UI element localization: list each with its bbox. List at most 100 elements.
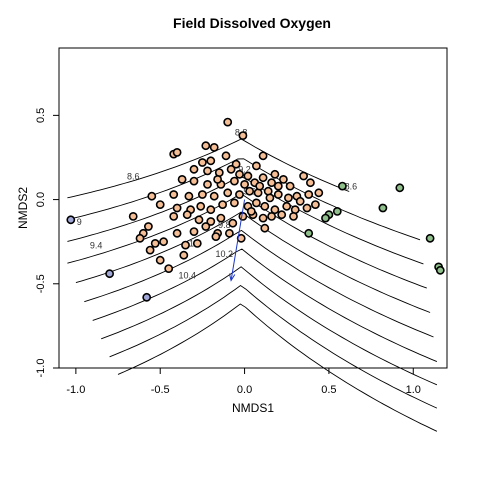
data-point <box>172 203 182 213</box>
data-point <box>66 215 76 225</box>
data-point <box>304 190 314 199</box>
data-point <box>143 222 153 231</box>
data-point <box>228 218 238 228</box>
data-point <box>172 228 182 238</box>
data-point <box>218 200 227 209</box>
data-point <box>169 211 179 221</box>
data-point <box>251 198 261 208</box>
data-point <box>150 238 160 248</box>
data-point <box>273 181 283 191</box>
data-point <box>155 255 165 265</box>
data-point <box>425 233 435 243</box>
data-point <box>128 211 138 221</box>
data-points <box>66 117 445 302</box>
data-point <box>159 237 168 247</box>
data-point <box>246 206 256 216</box>
data-point <box>213 174 222 184</box>
data-point <box>245 186 254 196</box>
y-tick-label: -0.5 <box>35 274 47 293</box>
data-point <box>164 264 174 273</box>
y-tick-label: 0.5 <box>35 108 47 123</box>
data-point <box>235 190 244 199</box>
data-point <box>260 223 270 233</box>
y-axis-label: NMDS2 <box>16 187 30 229</box>
data-point <box>314 188 324 198</box>
data-point <box>182 210 192 220</box>
data-point <box>321 213 330 223</box>
data-point <box>206 205 216 215</box>
contour-label: 9.2 <box>238 165 251 175</box>
data-point <box>226 164 236 174</box>
data-point <box>299 171 308 181</box>
data-point <box>181 240 190 250</box>
contour-label: 8.6 <box>127 171 140 181</box>
data-point <box>231 159 241 169</box>
contour-label: 8.6 <box>345 181 358 191</box>
vector-arrow-head <box>228 273 236 282</box>
data-point <box>278 174 288 184</box>
data-point <box>270 205 280 215</box>
data-point <box>255 181 265 191</box>
data-point <box>179 250 189 260</box>
contour-line <box>67 138 350 199</box>
data-point <box>105 269 114 279</box>
data-point <box>229 198 239 208</box>
contour-label: 9.4 <box>90 240 103 250</box>
x-tick-label: 0.5 <box>321 384 336 396</box>
data-point <box>305 178 315 188</box>
data-point <box>189 164 199 174</box>
data-point <box>240 179 249 189</box>
contour-line <box>101 266 438 386</box>
x-tick-label: 1.0 <box>406 384 421 396</box>
data-point <box>209 191 219 201</box>
data-point <box>147 191 157 201</box>
data-point <box>332 206 342 216</box>
data-point <box>197 190 207 199</box>
contour-line <box>109 284 438 409</box>
data-point <box>224 228 234 238</box>
data-point <box>197 158 207 167</box>
data-point <box>155 200 165 209</box>
data-point <box>216 213 226 223</box>
data-point <box>189 176 199 186</box>
contour-line <box>75 211 431 313</box>
x-tick-label: 0.0 <box>237 384 252 396</box>
data-point <box>273 190 283 199</box>
data-point <box>145 245 155 255</box>
data-point <box>229 176 239 186</box>
plot-frame <box>58 47 448 369</box>
data-point <box>265 193 275 203</box>
y-tick-label: -1.0 <box>35 359 47 378</box>
data-point <box>238 131 248 140</box>
data-point <box>135 233 145 243</box>
data-point <box>223 117 233 127</box>
contour-label: 10.4 <box>178 271 196 281</box>
data-point <box>223 188 233 198</box>
data-point <box>277 210 287 220</box>
data-point <box>201 141 211 151</box>
data-point <box>270 169 280 179</box>
data-point <box>206 156 216 166</box>
data-point <box>235 169 244 179</box>
contour-label: 9 <box>77 217 82 227</box>
data-point <box>378 203 388 213</box>
contour-line <box>67 193 427 289</box>
data-point <box>267 211 276 221</box>
vector-arrow-layer <box>228 199 246 282</box>
data-point <box>267 178 276 188</box>
data-point <box>211 232 221 241</box>
data-point <box>142 292 152 302</box>
data-point <box>243 171 253 181</box>
x-tick-label: -1.0 <box>66 384 85 396</box>
x-axis: -1.0 -0.5 0.0 0.5 1.0 <box>66 368 421 396</box>
data-point <box>251 161 261 171</box>
data-point <box>203 179 212 189</box>
data-point <box>206 217 216 226</box>
data-point <box>435 265 445 275</box>
contour-line <box>117 303 438 432</box>
data-point <box>196 201 206 211</box>
data-point <box>337 181 347 191</box>
data-point <box>283 193 293 203</box>
data-point <box>189 227 199 236</box>
